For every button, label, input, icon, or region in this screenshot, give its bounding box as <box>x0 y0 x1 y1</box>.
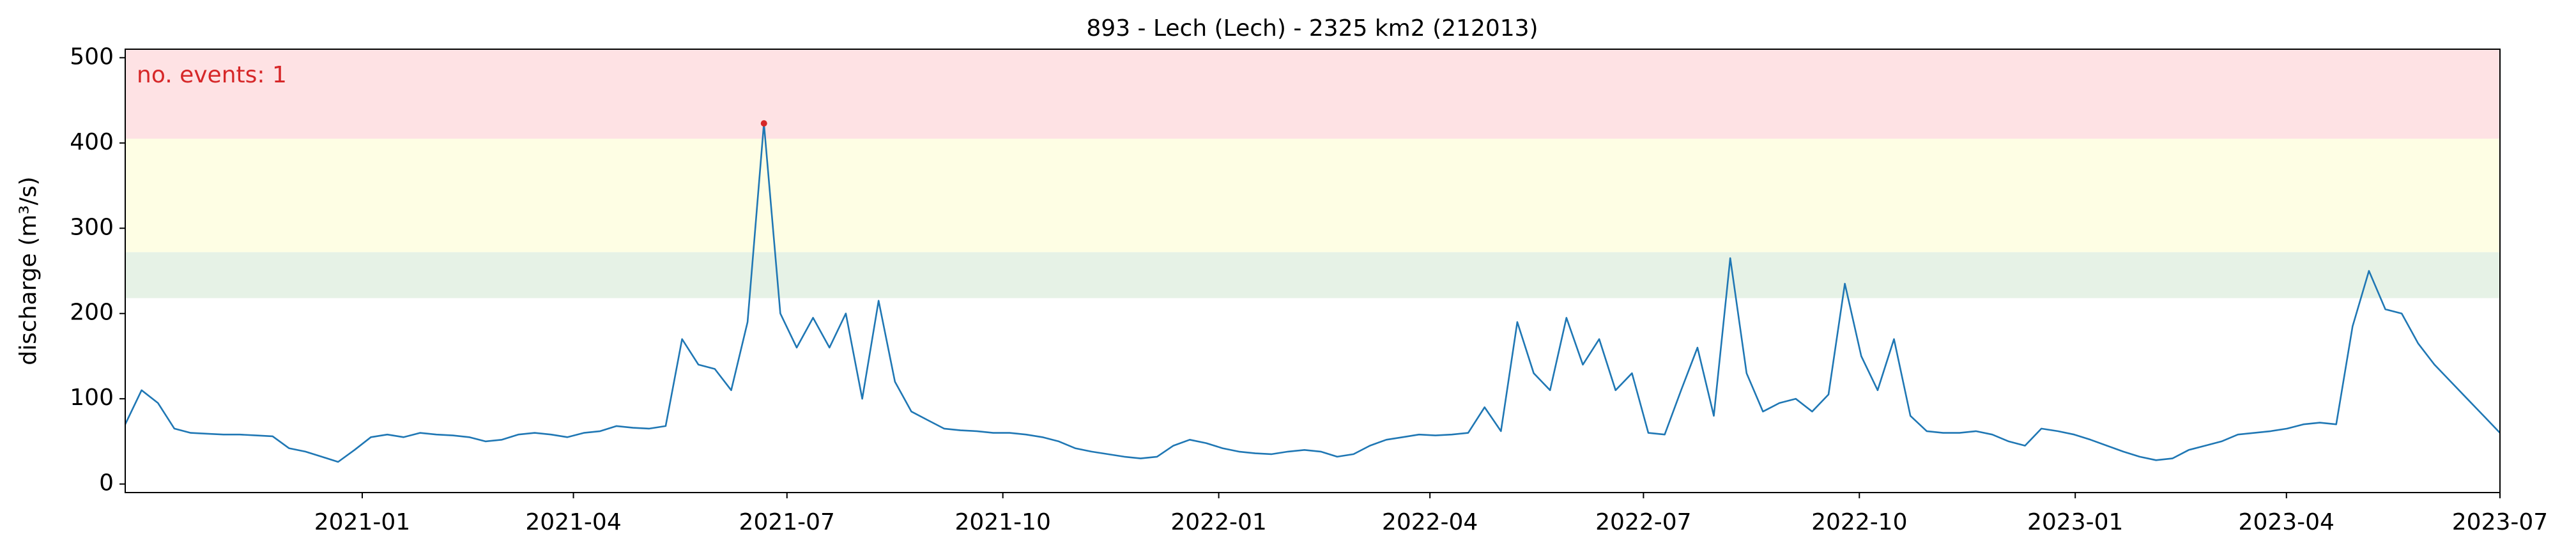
y-tick-label: 300 <box>70 214 114 240</box>
threshold-band <box>125 49 2500 139</box>
y-tick-label: 100 <box>70 385 114 411</box>
x-tick-label: 2023-01 <box>2027 509 2123 535</box>
event-marker <box>760 120 767 127</box>
x-tick-label: 2022-04 <box>1382 509 1478 535</box>
plot-frame <box>125 49 2501 493</box>
x-tick-label: 2022-01 <box>1170 509 1266 535</box>
y-axis-label: discharge (m³/s) <box>15 176 42 365</box>
x-tick-label: 2023-04 <box>2239 509 2334 535</box>
event-count: no. events: 1 <box>137 62 287 88</box>
y-tick-label: 500 <box>70 43 114 70</box>
x-tick-label: 2021-10 <box>954 509 1050 535</box>
x-tick-label: 2022-10 <box>1811 509 1907 535</box>
x-tick-label: 2023-07 <box>2452 509 2548 535</box>
y-tick-label: 400 <box>70 129 114 155</box>
series-line <box>124 122 2501 463</box>
threshold-band <box>125 252 2500 298</box>
chart-title: 893 - Lech (Lech) - 2325 km2 (212013) <box>1086 15 1538 42</box>
y-tick-label: 200 <box>70 300 114 326</box>
x-tick-label: 2021-01 <box>314 509 410 535</box>
threshold-band <box>125 139 2500 252</box>
x-tick-label: 2022-07 <box>1595 509 1691 535</box>
y-tick-label: 0 <box>99 470 114 496</box>
x-tick-label: 2021-07 <box>739 509 835 535</box>
x-tick-label: 2021-04 <box>525 509 621 535</box>
